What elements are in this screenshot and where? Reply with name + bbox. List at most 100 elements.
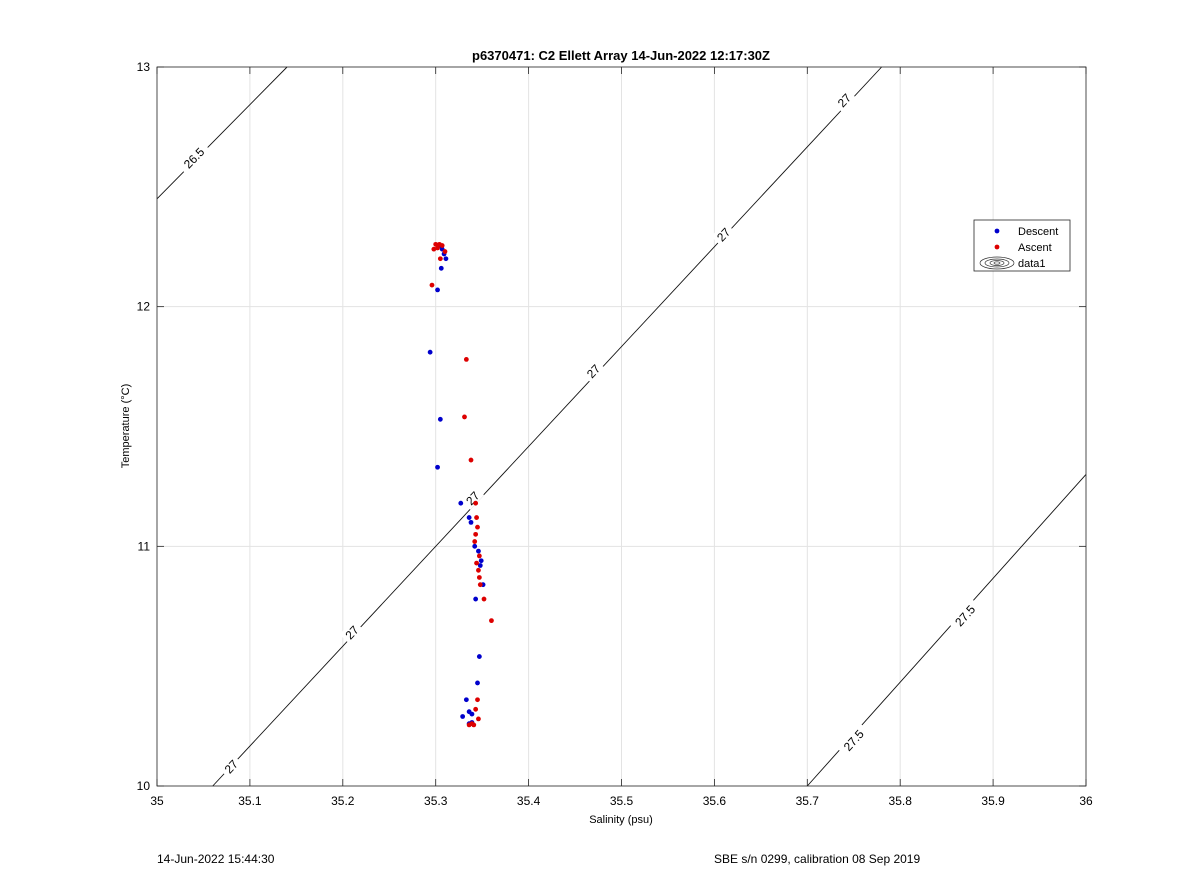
ascent-point [439, 243, 445, 248]
y-tick-label: 11 [138, 539, 151, 553]
descent-point [427, 349, 433, 355]
ascent-point [474, 560, 479, 566]
legend-label-ascent: Ascent [1018, 242, 1052, 254]
ascent-point [468, 457, 474, 463]
descent-point [476, 654, 482, 659]
axis-ticks: 35 35.1 35.2 35.3 35.4 35.5 35.6 35.7 35.8 35.9 36… [137, 60, 1093, 808]
ascent-point [476, 575, 482, 580]
contour-label-bg [218, 754, 243, 779]
contour-label-bg [711, 221, 735, 247]
chart-title: p6370471: C2 Ellett Array 14-Jun-2022 12… [472, 48, 770, 63]
ascent-point [476, 553, 482, 559]
contour-label-bg [460, 485, 485, 510]
ascent-point [431, 246, 437, 252]
x-tick-label: 35.5 [610, 794, 634, 808]
ascent-point [474, 515, 479, 520]
descent-point [476, 548, 481, 554]
ascent-point [462, 414, 467, 420]
grid [156, 66, 1087, 787]
y-axis-label: Temperature (°C) [120, 384, 132, 468]
ascent-point [472, 539, 478, 544]
x-tick-label: 35.4 [517, 794, 541, 808]
descent-point [478, 558, 484, 564]
legend: Descent Ascent data1 [973, 219, 1071, 272]
legend-contour-ring [989, 260, 1005, 266]
descent-point [472, 543, 478, 549]
legend-label-data1: data1 [1018, 258, 1046, 270]
y-tick-label: 13 [137, 60, 151, 74]
ascent-point [476, 567, 481, 573]
ascent-point [473, 706, 479, 712]
ascent-point [476, 716, 481, 722]
legend-contour-ring [993, 261, 1001, 265]
ascent-point [481, 596, 487, 602]
density-contours: 26.5 27 27 27 27 27 27 27.5 27.5 [156, 66, 1087, 787]
ascent-point [437, 256, 443, 262]
ascent-point [471, 722, 477, 728]
x-tick-label: 36 [1079, 794, 1093, 808]
contour-label-bg [339, 619, 364, 645]
descent-point [435, 287, 440, 293]
descent-point [466, 515, 472, 520]
descent-point [458, 500, 464, 506]
ascent-point [489, 618, 494, 624]
x-axis-label: Salinity (psu) [589, 814, 653, 826]
contour-label-group: 26.5 [176, 140, 211, 175]
contour-label-bg [947, 597, 982, 633]
contour-label-bg [831, 87, 856, 112]
legend-marker-ascent [994, 244, 1000, 250]
descent-point [438, 265, 444, 271]
footer-calibration: SBE s/n 0299, calibration 08 Sep 2019 [714, 852, 921, 866]
y-tick-label: 12 [137, 300, 151, 314]
contour-label-group: 27 [580, 358, 605, 383]
contour-label-bg [176, 140, 211, 175]
contour-label-group: 27.5 [836, 722, 870, 758]
descent-point [460, 714, 466, 719]
legend-contour-icon [979, 256, 1015, 270]
ascent-point [473, 531, 479, 537]
ascent-point [466, 722, 472, 728]
descent-point [468, 519, 474, 525]
contour-line-26.5 [156, 66, 288, 200]
descent-point [475, 680, 480, 686]
descent-point [443, 256, 449, 262]
contour-label-bg [580, 358, 605, 383]
descent-point [477, 563, 483, 568]
descent-point [435, 464, 440, 470]
contour-label-group: 27 [218, 754, 243, 779]
ascent-point [473, 500, 479, 506]
x-tick-label: 35.7 [796, 794, 820, 808]
x-tick-label: 35 [150, 794, 164, 808]
x-tick-label: 35.1 [238, 794, 262, 808]
footer-timestamp: 14-Jun-2022 15:44:30 [157, 852, 275, 866]
data-points [427, 241, 494, 728]
contour-label-group: 27 [460, 485, 485, 510]
contour-label-group: 27 [711, 221, 735, 247]
descent-point [469, 711, 475, 717]
x-tick-label: 35.9 [981, 794, 1005, 808]
legend-label-descent: Descent [1018, 226, 1058, 238]
ascent-point [435, 245, 440, 251]
ascent-point [463, 356, 469, 362]
descent-point [437, 416, 443, 422]
legend-marker-descent [994, 228, 1000, 234]
ascent-point [442, 249, 448, 254]
x-tick-label: 35.8 [889, 794, 913, 808]
y-tick-label: 10 [137, 779, 151, 793]
ascent-point [477, 582, 483, 588]
contour-line-27 [212, 66, 882, 787]
contour-label-bg [836, 722, 870, 758]
x-tick-label: 35.2 [331, 794, 355, 808]
descent-point [473, 596, 479, 602]
x-tick-label: 35.6 [703, 794, 727, 808]
ascent-point [429, 282, 435, 288]
contour-label-group: 27 [831, 87, 856, 112]
contour-label-group: 27.5 [947, 597, 982, 633]
ascent-point [475, 697, 480, 703]
descent-point [463, 697, 469, 703]
legend-contour-ring [984, 258, 1010, 268]
ascent-point [433, 241, 439, 247]
x-tick-label: 35.3 [424, 794, 448, 808]
legend-contour-ring [979, 256, 1015, 270]
